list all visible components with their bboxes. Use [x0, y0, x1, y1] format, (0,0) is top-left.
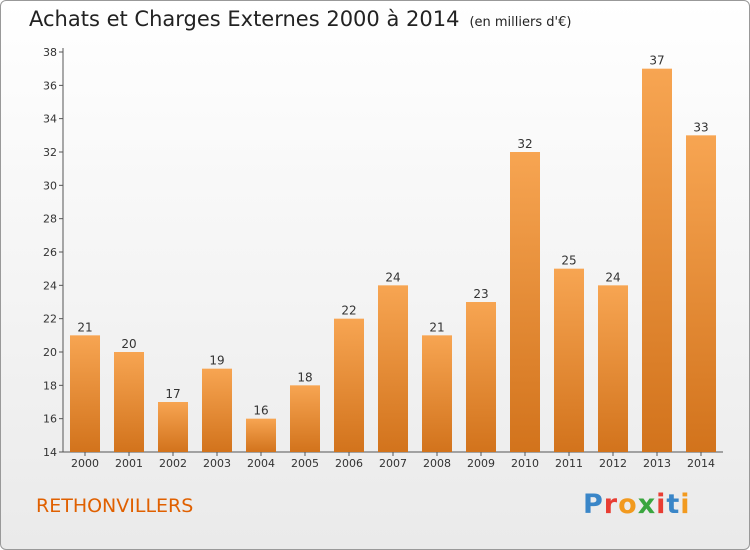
data-label-2003: 19	[209, 354, 224, 368]
data-label-2012: 24	[605, 270, 620, 284]
x-tick-label-2011: 2011	[555, 457, 583, 470]
x-tick-label-2014: 2014	[687, 457, 715, 470]
bar-2012	[598, 285, 628, 452]
logo-letter: r	[603, 489, 619, 520]
x-tick-label-2003: 2003	[203, 457, 231, 470]
bar-2002	[158, 402, 188, 452]
bar-2008	[422, 335, 452, 452]
data-label-2006: 22	[341, 304, 356, 318]
x-tick-label-2007: 2007	[379, 457, 407, 470]
logo-letter: x	[637, 489, 657, 520]
x-tick-label-2012: 2012	[599, 457, 627, 470]
y-tick-label: 38	[43, 46, 57, 59]
data-label-2010: 32	[517, 137, 532, 151]
x-tick-label-2006: 2006	[335, 457, 363, 470]
y-tick-label: 36	[43, 79, 57, 92]
x-tick-label-2008: 2008	[423, 457, 451, 470]
data-label-2011: 25	[561, 254, 576, 268]
y-tick-label: 28	[43, 213, 57, 226]
y-tick-label: 18	[43, 379, 57, 392]
data-label-2008: 21	[429, 320, 444, 334]
data-label-2007: 24	[385, 270, 400, 284]
logo-letter: o	[618, 489, 638, 520]
bar-2013	[642, 68, 672, 453]
chart-title: Achats et Charges Externes 2000 à 2014	[29, 7, 460, 31]
y-tick-label: 32	[43, 146, 57, 159]
x-tick-label-2001: 2001	[115, 457, 143, 470]
x-tick-label-2000: 2000	[71, 457, 99, 470]
bar-2001	[114, 352, 144, 452]
data-label-2009: 23	[473, 287, 488, 301]
bar-2006	[334, 318, 364, 452]
logo-letter: i	[656, 489, 667, 520]
logo-letter: i	[680, 489, 691, 520]
x-tick-label-2005: 2005	[291, 457, 319, 470]
x-tick-label-2004: 2004	[247, 457, 275, 470]
y-tick-label: 34	[43, 113, 57, 126]
bar-2009	[466, 302, 496, 452]
data-label-2000: 21	[77, 320, 92, 334]
x-tick-label-2013: 2013	[643, 457, 671, 470]
y-tick-label: 26	[43, 246, 57, 259]
chart-title-block: Achats et Charges Externes 2000 à 2014 (e…	[29, 7, 571, 31]
x-tick-label-2010: 2010	[511, 457, 539, 470]
data-label-2002: 17	[165, 387, 180, 401]
logo-letter: P	[583, 489, 604, 520]
data-labels: 21 20 17 19 16 18 22 24 21 23 32 25 24 37 33	[77, 54, 708, 418]
bar-2005	[290, 385, 320, 452]
y-tick-label: 16	[43, 413, 57, 426]
data-label-2014: 33	[693, 120, 708, 134]
bar-2007	[378, 285, 408, 452]
chart-axes: 14 16 18 20 22 24 26 28 30 32 34 36 38 2000 2001 2002 20…	[43, 46, 723, 470]
logo-letter: t	[666, 489, 681, 520]
bar-2014	[686, 135, 716, 453]
y-tick-label: 14	[43, 446, 57, 459]
y-tick-label: 22	[43, 313, 57, 326]
bar-2003	[202, 368, 232, 452]
bar-2004	[246, 418, 276, 452]
x-tick-label-2002: 2002	[159, 457, 187, 470]
bar-2010	[510, 152, 540, 452]
bar-chart: 14 16 18 20 22 24 26 28 30 32 34 36 38 2000 2001 2002 20…	[43, 46, 723, 470]
bar-2011	[554, 268, 584, 452]
commune-name: RETHONVILLERS	[36, 495, 194, 517]
data-label-2013: 37	[649, 54, 664, 68]
y-tick-label: 24	[43, 279, 57, 292]
bar-2000	[70, 335, 100, 452]
proxiti-logo: Proxiti	[583, 489, 691, 520]
x-tick-label-2009: 2009	[467, 457, 495, 470]
chart-unit: (en milliers d'€)	[469, 15, 572, 30]
data-label-2001: 20	[121, 337, 136, 351]
y-tick-label: 20	[43, 346, 57, 359]
data-label-2005: 18	[297, 370, 312, 384]
y-tick-label: 30	[43, 179, 57, 192]
data-label-2004: 16	[253, 404, 268, 418]
bar-series	[70, 68, 716, 453]
